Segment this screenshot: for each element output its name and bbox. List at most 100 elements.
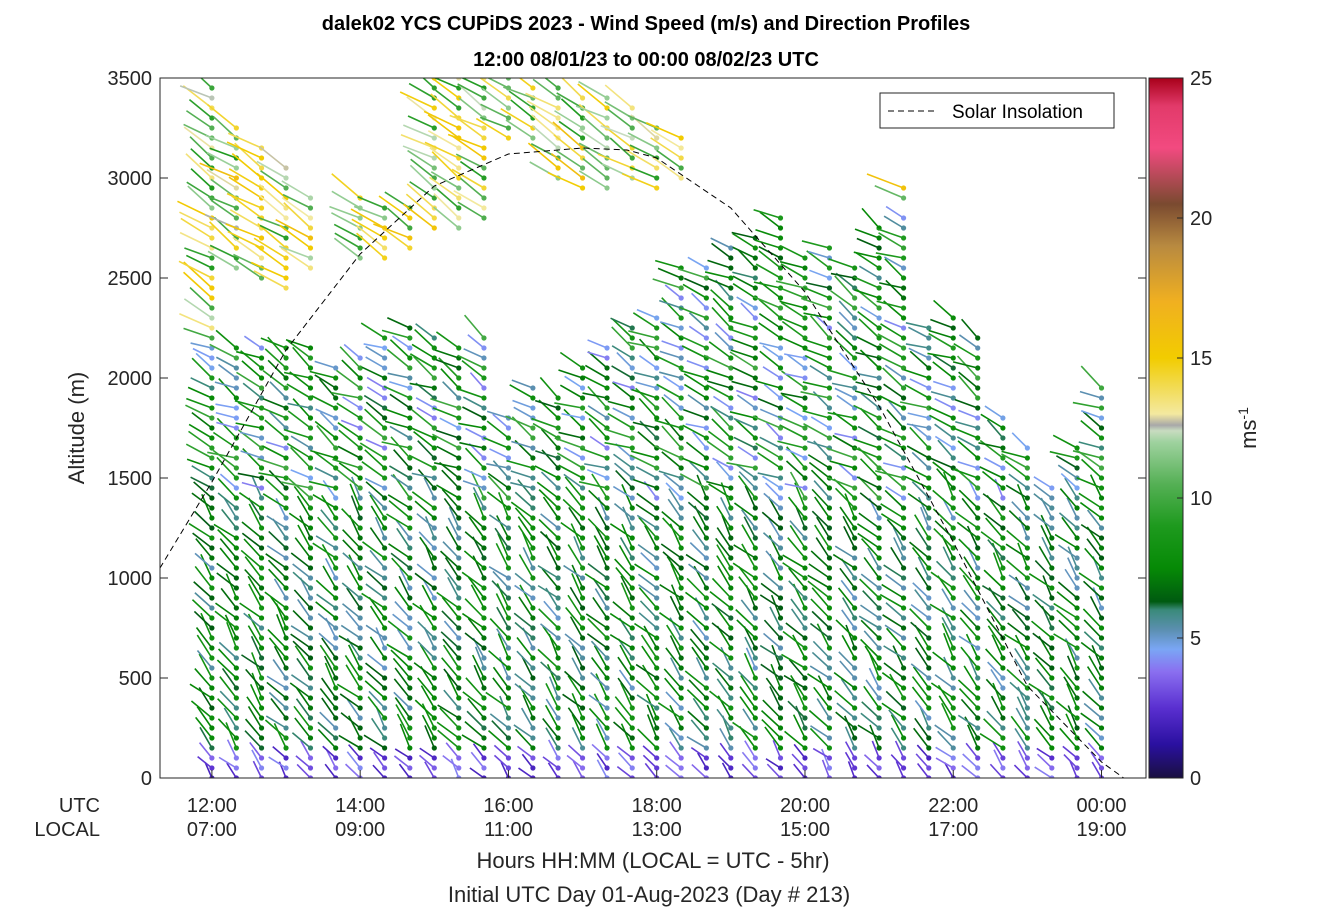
wind-barb-dot (975, 425, 981, 431)
y-tick-label: 2000 (108, 368, 153, 390)
wind-barb (488, 565, 509, 579)
wind-barb (645, 693, 658, 719)
wind-barb-dot (900, 375, 907, 381)
colorbar-tick-label: 5 (1190, 628, 1201, 650)
wind-barb-dot (233, 625, 239, 631)
wind-barb (621, 523, 633, 549)
wind-barb (226, 762, 238, 778)
wind-barb (981, 585, 1004, 599)
wind-barb-dot (209, 255, 215, 261)
wind-barb (908, 326, 930, 339)
wind-barb (853, 446, 880, 459)
wind-barb-dot (802, 595, 808, 601)
wind-barb-dot (431, 655, 437, 661)
wind-barb (443, 668, 460, 689)
wind-barb-dot (678, 425, 684, 431)
wind-barb (563, 564, 584, 579)
wind-barb (857, 724, 880, 739)
wind-barb (280, 247, 311, 269)
wind-barb-dot (333, 625, 339, 631)
wind-barb-dot (900, 705, 907, 711)
wind-barb (361, 592, 386, 609)
solar-insolation-line (160, 147, 1125, 778)
wind-barb (218, 641, 237, 659)
wind-barb (854, 289, 880, 299)
legend-box: Solar Insolation (879, 92, 1115, 129)
wind-barb (378, 195, 411, 219)
wind-barb (196, 634, 213, 659)
wind-barb (736, 389, 756, 399)
wind-barb (594, 588, 608, 609)
wind-barb-dot (1098, 425, 1105, 431)
wind-barb (688, 679, 707, 699)
wind-barb (930, 682, 954, 699)
wind-barb (394, 748, 411, 759)
wind-barb (516, 650, 534, 669)
wind-barb (236, 350, 262, 359)
wind-barb-dot (382, 675, 388, 681)
wind-barb (884, 319, 904, 329)
wind-barb (445, 526, 460, 549)
wind-barb-dot (555, 695, 561, 701)
wind-barb-dot (1049, 665, 1055, 671)
wind-barb-dot (1000, 445, 1006, 451)
wind-barb-dot (530, 425, 536, 431)
wind-barb-dot (604, 655, 610, 661)
wind-barb-dot (555, 705, 561, 711)
wind-barb (859, 349, 880, 369)
wind-barb-dot (233, 645, 239, 651)
wind-barb-dot (975, 695, 981, 701)
wind-barb (637, 431, 658, 449)
wind-barb-dot (900, 575, 907, 581)
wind-barb-dot (950, 765, 956, 771)
wind-barb (1066, 497, 1078, 519)
x-axis-sublabel: Initial UTC Day 01-Aug-2023 (Day # 213) (448, 882, 850, 907)
wind-barb-dot (555, 145, 561, 151)
wind-barb (492, 460, 510, 479)
wind-barb (559, 351, 584, 369)
wind-barb-dot (307, 375, 314, 381)
wind-barb-dot (975, 715, 981, 721)
wind-barb (594, 525, 608, 549)
wind-barb-dot (382, 535, 388, 541)
wind-barb (194, 565, 213, 589)
wind-barb (716, 527, 732, 549)
wind-barb-dot (926, 545, 932, 551)
wind-barb-dot (654, 555, 660, 561)
wind-barb (779, 244, 806, 259)
wind-barb-dot (654, 525, 660, 531)
wind-barb-dot (382, 565, 388, 571)
wind-barb-dot (1074, 485, 1080, 491)
wind-barb-dot (629, 345, 635, 351)
wind-barb (542, 496, 559, 519)
wind-barb (656, 383, 682, 399)
wind-barb (228, 168, 262, 189)
wind-barb (1032, 632, 1053, 649)
wind-barb-dot (975, 575, 981, 581)
wind-barb (587, 562, 608, 579)
wind-barb (755, 442, 781, 459)
wind-barb (877, 333, 904, 349)
x-row-label-utc: UTC (59, 795, 100, 817)
wind-barb-dot (209, 575, 215, 581)
wind-barb-dot (826, 555, 833, 561)
wind-barb-dot (555, 515, 561, 521)
wind-barb-dot (975, 545, 981, 551)
wind-barb (595, 673, 608, 699)
wind-barb (463, 348, 485, 359)
wind-barb-dot (481, 515, 487, 521)
wind-barb (941, 702, 954, 729)
wind-barb (430, 93, 460, 119)
wind-barb (207, 103, 237, 129)
wind-barb-dot (1049, 675, 1055, 681)
wind-barb-dot (1000, 615, 1006, 621)
wind-barb (567, 544, 584, 569)
wind-barb (632, 421, 657, 429)
wind-barb-dot (233, 415, 239, 421)
wind-barb-dot (530, 765, 536, 771)
wind-barb (214, 610, 237, 629)
wind-barb-dot (481, 615, 487, 621)
wind-barb-dot (481, 185, 487, 191)
wind-barb-dot (629, 395, 635, 401)
wind-barb (858, 615, 880, 629)
